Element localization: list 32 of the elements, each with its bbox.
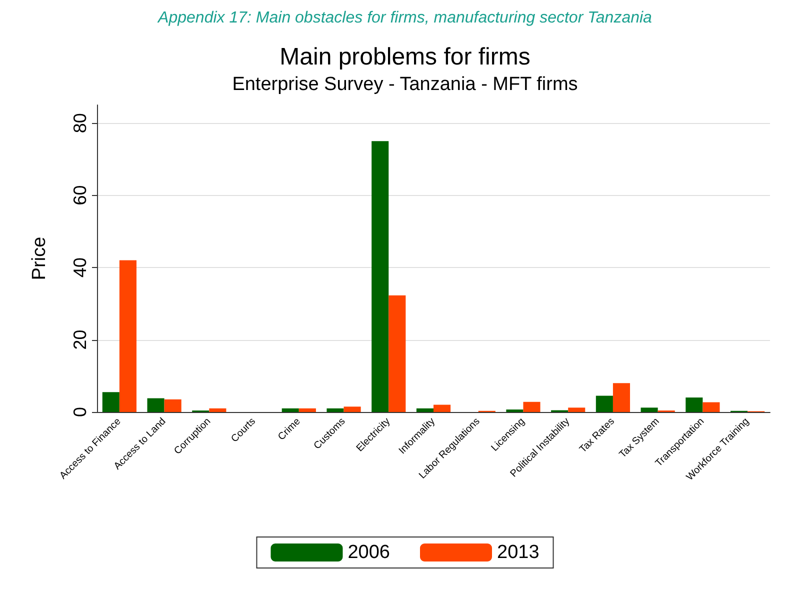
bar (416, 408, 434, 412)
y-tick-label: 60 (70, 185, 90, 206)
y-tick-label: 20 (70, 330, 90, 350)
bar (119, 260, 136, 412)
bar (147, 398, 164, 412)
bar (344, 406, 361, 412)
y-tick-label: 80 (70, 113, 90, 134)
bar (209, 408, 226, 412)
bar (326, 408, 344, 412)
bar (388, 295, 406, 412)
bar (102, 392, 120, 412)
chart-subtitle: Enterprise Survey - Tanzania - MFT firms (232, 74, 578, 95)
bar (434, 404, 451, 412)
bar (372, 141, 389, 412)
legend-label: 2013 (497, 542, 540, 563)
y-tick-label: 40 (70, 258, 90, 278)
bar (506, 409, 524, 412)
bar (640, 408, 658, 412)
bar (612, 383, 630, 412)
bar (686, 398, 703, 412)
bar (596, 396, 613, 412)
bar (298, 408, 316, 412)
legend-label: 2006 (348, 542, 390, 563)
bar (568, 408, 586, 412)
bar (702, 402, 720, 412)
y-axis-title: Price (29, 236, 50, 280)
bar (164, 399, 182, 412)
bar (282, 408, 299, 412)
y-tick-label: 0 (70, 406, 90, 418)
chart-title: Main problems for firms (280, 44, 530, 70)
bar (523, 402, 540, 412)
text: Appendix 17: Main obstacles for firms, manufacturing sector Tanzania (157, 10, 652, 26)
